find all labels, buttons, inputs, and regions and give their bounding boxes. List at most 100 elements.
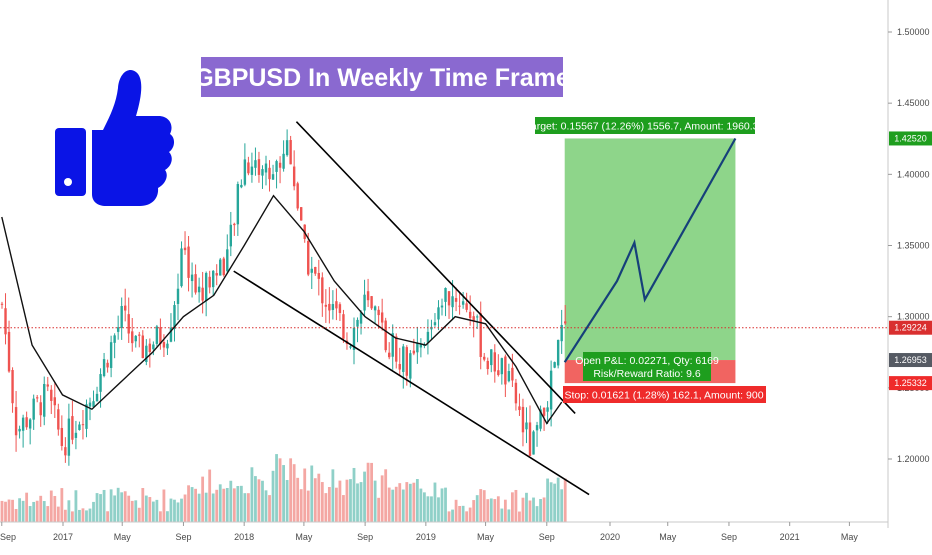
volume-bar <box>194 488 197 522</box>
time-tick-label: 2021 <box>780 532 800 542</box>
volume-bar <box>39 495 43 522</box>
volume-bar <box>116 487 120 522</box>
candle-body <box>289 140 292 165</box>
volume-bar <box>387 487 391 522</box>
volume-bar <box>296 477 300 522</box>
price-tick-label: 1.45000 <box>897 98 930 108</box>
candle-body <box>11 370 14 404</box>
candle-body <box>328 303 331 311</box>
candle-body <box>250 166 254 175</box>
position-zones <box>564 138 736 384</box>
volume-bar <box>539 499 542 522</box>
candle-body <box>180 248 183 287</box>
candle-body <box>74 432 78 438</box>
thumbs-up-icon <box>55 69 175 206</box>
volume-bar <box>229 480 233 522</box>
volume-bar <box>292 464 296 522</box>
volume-bar <box>482 490 486 522</box>
candle-body <box>43 384 46 417</box>
volume-bar <box>53 495 57 522</box>
volume-bar <box>254 476 257 522</box>
time-tick-label: May <box>659 532 677 542</box>
candle-body <box>162 342 166 348</box>
volume-bar <box>461 505 465 522</box>
time-tick-label: 2017 <box>53 532 73 542</box>
candle-body <box>314 267 317 274</box>
candle-body <box>454 298 458 302</box>
candle-body <box>275 161 278 172</box>
candle-body <box>109 342 113 368</box>
volume-bar <box>331 469 335 522</box>
volume-bar <box>338 480 342 522</box>
candle-body <box>183 247 187 251</box>
volume-bar <box>496 496 500 522</box>
volume-bar <box>11 499 14 522</box>
volume-bar <box>380 475 384 522</box>
candle-body <box>78 424 81 431</box>
volume-bar <box>113 495 117 522</box>
candle-body <box>148 343 152 353</box>
candle-body <box>444 287 447 302</box>
volume-bar <box>317 473 321 522</box>
volume-bar <box>247 493 250 522</box>
candle-body <box>458 305 461 307</box>
candle-body <box>226 249 229 272</box>
volume-bar <box>155 499 159 522</box>
candle-body <box>257 159 261 175</box>
candle-body <box>300 207 303 221</box>
candle-body <box>187 246 190 278</box>
chart-title: GBPUSD In Weekly Time Frame <box>194 64 570 92</box>
volume-bar <box>180 498 183 522</box>
volume-bar <box>134 500 138 522</box>
volume-bar <box>222 488 226 522</box>
candle-body <box>155 326 159 344</box>
volume-bar <box>159 511 162 522</box>
price-badge-stop <box>889 376 932 391</box>
candle-body <box>50 389 53 401</box>
volume-bar <box>511 492 514 522</box>
volume-bar <box>67 500 71 522</box>
candle-body <box>437 307 440 320</box>
candle-body <box>194 274 197 293</box>
volume-bar <box>458 505 461 522</box>
volume-bar <box>236 486 240 522</box>
volume-bar <box>120 492 124 522</box>
volume-bar <box>32 501 36 522</box>
candle-body <box>21 417 25 431</box>
volume-bar <box>95 493 99 522</box>
volume-bar <box>514 489 518 522</box>
candle-body <box>233 223 236 226</box>
volume-bar <box>141 488 145 522</box>
candle-body <box>176 288 180 304</box>
volume-bar <box>92 501 95 522</box>
candle-body <box>525 422 528 430</box>
candle-body <box>201 287 204 301</box>
volume-bar <box>553 483 557 522</box>
volume-bar <box>201 476 205 522</box>
candle-body <box>433 322 437 326</box>
pnl-badge <box>583 352 711 381</box>
candle-body <box>92 401 95 407</box>
volume-bar <box>46 506 50 522</box>
volume-bar <box>440 488 444 522</box>
candle-body <box>131 331 134 344</box>
candle-body <box>7 331 11 372</box>
volume-bar <box>282 465 285 522</box>
price-axis[interactable]: 1.500001.450001.400001.350001.300001.250… <box>887 0 932 528</box>
time-tick-label: May <box>114 532 132 542</box>
volume-bar <box>271 470 275 522</box>
candle-body <box>14 407 18 436</box>
time-axis[interactable]: Sep 2017 May Sep 2018 May Sep 2019 May Sep 2020 May… <box>0 521 888 542</box>
volume-bar <box>472 500 476 522</box>
candle-body <box>222 258 225 276</box>
candle-body <box>405 347 408 376</box>
volume-bar <box>503 499 507 522</box>
candle-body <box>116 327 120 332</box>
volume-bar <box>81 508 85 522</box>
volume-bars <box>0 454 567 522</box>
volume-bar <box>437 497 440 522</box>
volume-bar <box>268 495 271 522</box>
candle-body <box>208 276 211 288</box>
volume-bar <box>419 488 423 522</box>
